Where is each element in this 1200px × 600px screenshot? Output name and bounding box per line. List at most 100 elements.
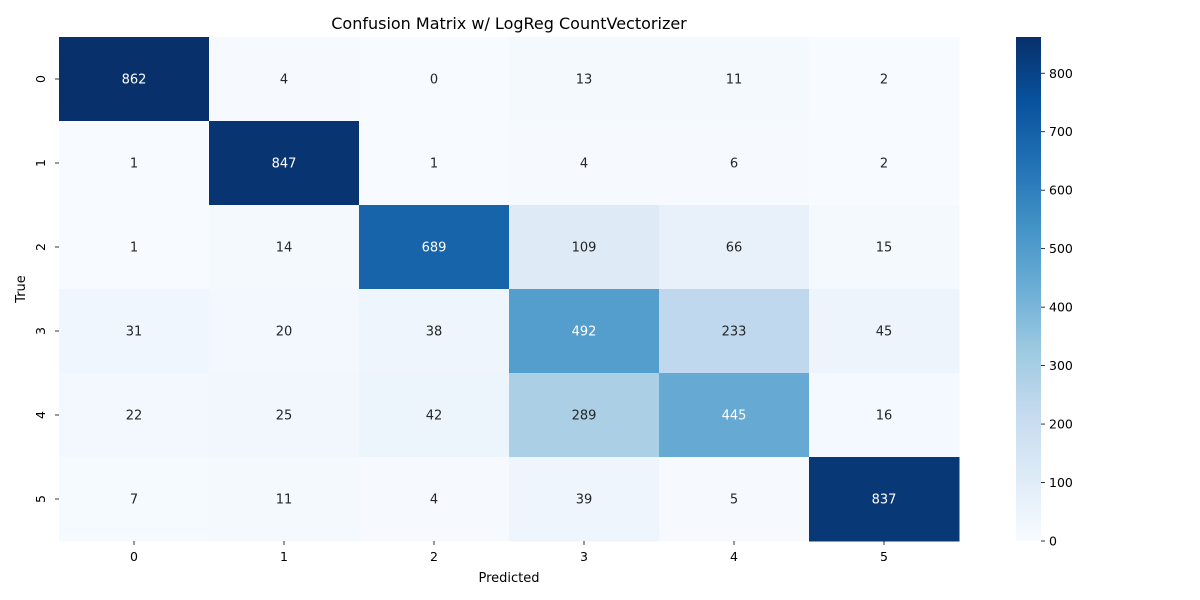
heatmap-cell: [509, 37, 660, 122]
heatmap-cell: [59, 373, 210, 458]
heatmap-cell: [809, 289, 960, 374]
chart-title: Confusion Matrix w/ LogReg CountVectoriz…: [331, 14, 687, 33]
cell-value-label: 7: [130, 493, 138, 508]
heatmap-cell: [209, 457, 360, 542]
y-tick-label: 1: [33, 159, 48, 167]
cell-value-label: 289: [572, 409, 597, 424]
heatmap-cell: [209, 373, 360, 458]
x-tick-label: 4: [730, 549, 738, 564]
cell-value-label: 14: [276, 241, 293, 256]
cell-value-label: 862: [122, 73, 147, 88]
cell-value-label: 2: [880, 157, 888, 172]
cell-value-label: 15: [876, 241, 893, 256]
heatmap-cell: [359, 457, 510, 542]
heatmap-cell: [59, 205, 210, 290]
cell-value-label: 1: [130, 157, 138, 172]
colorbar-ticks: 0 100 200 300 400 500 600 700 800: [1041, 66, 1073, 549]
cell-value-label: 109: [572, 241, 597, 256]
heatmap-cell: [659, 289, 810, 374]
colorbar-tick-label: 700: [1049, 124, 1073, 139]
cell-value-label: 2: [880, 73, 888, 88]
y-axis-ticks: 0 1 2 3 4 5: [33, 75, 59, 503]
x-tick-label: 1: [280, 549, 288, 564]
cell-value-label: 22: [126, 409, 143, 424]
heatmap-cell: [359, 37, 510, 122]
colorbar: [1016, 37, 1041, 541]
x-axis-label: Predicted: [478, 571, 539, 586]
heatmap-cell: [509, 457, 660, 542]
x-tick-label: 5: [880, 549, 888, 564]
cell-value-label: 4: [580, 157, 588, 172]
cell-value-label: 1: [130, 241, 138, 256]
heatmap-cell: [59, 121, 210, 206]
cell-value-label: 1: [430, 157, 438, 172]
heatmap-cell: [209, 289, 360, 374]
colorbar-tick-label: 200: [1049, 417, 1073, 432]
y-tick-label: 3: [33, 327, 48, 335]
x-tick-label: 0: [130, 549, 138, 564]
colorbar-tick-label: 300: [1049, 358, 1073, 373]
y-tick-label: 5: [33, 495, 48, 503]
cell-value-label: 689: [422, 241, 447, 256]
colorbar-tick-label: 100: [1049, 475, 1073, 490]
heatmap-cell: [359, 289, 510, 374]
heatmap-cell: [809, 37, 960, 122]
cell-value-label: 45: [876, 325, 893, 340]
heatmap-cell: [809, 205, 960, 290]
colorbar-tick-label: 400: [1049, 300, 1073, 315]
heatmap-cell: [809, 457, 960, 542]
heatmap-cell: [509, 121, 660, 206]
heatmap-cell: [359, 121, 510, 206]
cell-value-label: 39: [576, 493, 593, 508]
heatmap-cell: [509, 205, 660, 290]
colorbar-tick-label: 0: [1049, 534, 1057, 549]
y-tick-label: 0: [33, 75, 48, 83]
heatmap-cell: [209, 37, 360, 122]
heatmap-cell: [209, 205, 360, 290]
heatmap-cell: [59, 457, 210, 542]
cell-value-label: 4: [280, 73, 288, 88]
cell-value-label: 837: [872, 493, 897, 508]
y-tick-label: 2: [33, 243, 48, 251]
cell-value-label: 42: [426, 409, 443, 424]
cell-value-label: 20: [276, 325, 293, 340]
x-tick-label: 2: [430, 549, 438, 564]
y-tick-label: 4: [33, 411, 48, 419]
cell-value-label: 4: [430, 493, 438, 508]
cell-value-label: 25: [276, 409, 293, 424]
x-tick-label: 3: [580, 549, 588, 564]
heatmap-cell: [359, 205, 510, 290]
cell-value-label: 0: [430, 73, 438, 88]
heatmap-cell: [659, 373, 810, 458]
heatmap-cell: [509, 373, 660, 458]
heatmap-cell: [359, 373, 510, 458]
cell-value-label: 13: [576, 73, 593, 88]
heatmap-cell: [809, 121, 960, 206]
heatmap-cell: [809, 373, 960, 458]
colorbar-tick-label: 500: [1049, 241, 1073, 256]
y-axis-label: True: [14, 275, 29, 304]
colorbar-tick-label: 600: [1049, 183, 1073, 198]
cell-value-label: 31: [126, 325, 143, 340]
cell-value-label: 847: [272, 157, 297, 172]
cell-value-label: 5: [730, 493, 738, 508]
heatmap-cell: [509, 289, 660, 374]
heatmap-cell: [59, 289, 210, 374]
colorbar-tick-label: 800: [1049, 66, 1073, 81]
heatmap-cell: [659, 205, 810, 290]
cell-value-label: 16: [876, 409, 893, 424]
heatmap-cell: [659, 121, 810, 206]
cell-value-label: 66: [726, 241, 743, 256]
cell-value-label: 6: [730, 157, 738, 172]
cell-value-label: 233: [722, 325, 747, 340]
cell-value-label: 11: [276, 493, 293, 508]
heatmap-cell: [659, 37, 810, 122]
x-axis-ticks: 0 1 2 3 4 5: [130, 541, 888, 564]
heatmap-cell: [59, 37, 210, 122]
heatmap-cell: [659, 457, 810, 542]
cell-value-label: 38: [426, 325, 443, 340]
heatmap-cell: [209, 121, 360, 206]
cell-value-label: 445: [722, 409, 747, 424]
